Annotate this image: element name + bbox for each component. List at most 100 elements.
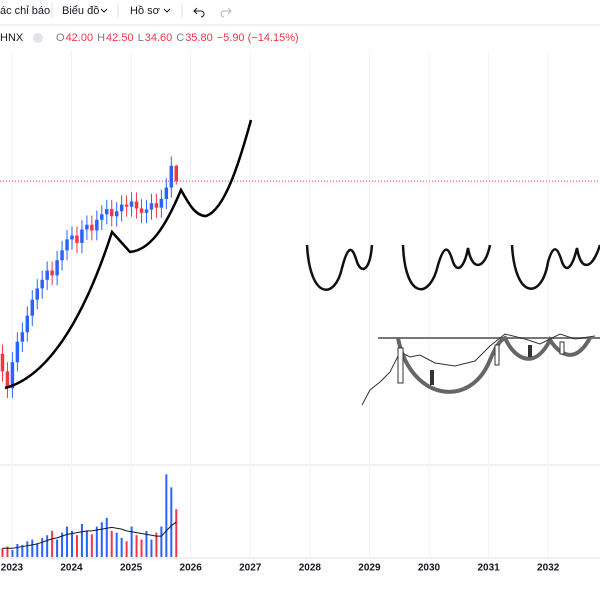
- volume-bar: [21, 544, 24, 557]
- candle-body: [80, 229, 84, 243]
- chart-button[interactable]: Biểu đồ: [62, 5, 99, 17]
- volume-bar: [155, 532, 158, 557]
- volume-bar: [56, 539, 59, 557]
- candle-body: [25, 315, 30, 333]
- candle-body: [124, 204, 129, 207]
- candle-body: [20, 332, 25, 342]
- volume-bar: [95, 526, 98, 557]
- legend-value: 42.00: [66, 32, 94, 44]
- candle-body: [119, 204, 124, 212]
- candle-body: [40, 279, 44, 289]
- volume-bar: [90, 534, 93, 557]
- pattern-sketches: [305, 244, 600, 291]
- volume-bar: [16, 543, 19, 557]
- symbol-icon[interactable]: [33, 33, 43, 43]
- redo-button[interactable]: [220, 7, 232, 18]
- candle-body: [105, 209, 109, 215]
- candle-body: [90, 224, 94, 231]
- volume-bar: [41, 537, 44, 557]
- chevron: [100, 8, 108, 13]
- legend-value: 35.80: [185, 32, 213, 44]
- candle-body: [55, 260, 59, 276]
- volume-bar: [120, 537, 123, 557]
- candle-body: [35, 288, 39, 300]
- candle-body: [159, 198, 164, 208]
- x-tick-label: 2031: [477, 563, 500, 574]
- volume-bar: [11, 550, 14, 557]
- legend-key: O: [56, 32, 65, 44]
- x-tick-label: 2029: [358, 563, 381, 574]
- volume-bar: [6, 546, 9, 557]
- x-tick-label: 2030: [418, 563, 441, 574]
- candle-body: [109, 209, 114, 217]
- volume-bar: [31, 539, 34, 557]
- candle-body: [75, 235, 79, 243]
- volume-bar: [75, 535, 78, 557]
- volume-bar: [100, 522, 103, 557]
- x-tick-label: 2032: [537, 563, 560, 574]
- x-tick-label: 2028: [299, 563, 322, 574]
- candle-body: [169, 165, 174, 188]
- drawing-curve: [4, 119, 253, 390]
- candle-body: [15, 341, 20, 363]
- profile-button[interactable]: Hồ sơ: [130, 5, 160, 17]
- volume-bar: [160, 526, 163, 557]
- x-tick-label: 2024: [60, 563, 83, 574]
- candle-body: [5, 371, 10, 389]
- candle-body: [164, 187, 169, 199]
- candle-body: [114, 211, 119, 217]
- candle-body: [129, 201, 134, 207]
- volume-bar: [140, 539, 143, 557]
- volume-bar: [66, 526, 69, 557]
- candle-body: [60, 250, 64, 261]
- volume-bar: [105, 517, 108, 557]
- change: −5.90 (−14.15%): [217, 32, 299, 44]
- candle-body: [10, 362, 15, 389]
- volume-bar: [46, 535, 49, 557]
- candle-body: [50, 270, 54, 276]
- candle-body: [144, 209, 149, 213]
- candle-body: [85, 224, 89, 230]
- grid: [0, 50, 600, 559]
- volume-bar: [1, 548, 4, 557]
- x-tick-label: 2027: [239, 563, 262, 574]
- volume-bar: [110, 530, 113, 557]
- candle-body: [45, 270, 49, 280]
- volume-bar: [85, 530, 88, 557]
- candle-body: [65, 239, 69, 251]
- plot: [0, 156, 600, 557]
- volume-bar: [170, 487, 173, 557]
- volume-bar: [115, 532, 118, 557]
- volume-bar: [51, 530, 54, 557]
- legend-key: H: [97, 32, 105, 44]
- indicators-button[interactable]: ác chỉ báo: [0, 5, 50, 17]
- candle-body: [70, 235, 74, 240]
- candle-body: [154, 203, 159, 208]
- legend-value: 42.50: [106, 32, 134, 44]
- pattern-image: [361, 333, 600, 406]
- volume-bar: [135, 535, 138, 557]
- volume-bar: [175, 509, 178, 557]
- candle-body: [174, 165, 179, 182]
- volume-ma: [2, 521, 177, 549]
- candle-body: [100, 214, 104, 220]
- candle-body: [0, 353, 5, 372]
- volume-bar: [71, 530, 73, 557]
- legend: O 42.00 H 42.50 L 34.60 C 35.80: [56, 32, 213, 44]
- candle-body: [149, 203, 154, 210]
- volume-bar: [26, 541, 29, 557]
- legend-key: L: [138, 32, 144, 44]
- candle-body: [95, 219, 99, 231]
- candle-body: [30, 299, 35, 316]
- volume-bar: [150, 539, 153, 557]
- legend-key: C: [176, 32, 184, 44]
- volume-bar: [165, 474, 168, 557]
- symbol: HNX: [0, 32, 24, 44]
- candle-body: [134, 201, 139, 209]
- x-tick-label: 2023: [1, 563, 24, 574]
- volume-bar: [61, 532, 64, 557]
- volume-bar: [125, 541, 128, 557]
- undo-button[interactable]: [193, 7, 205, 18]
